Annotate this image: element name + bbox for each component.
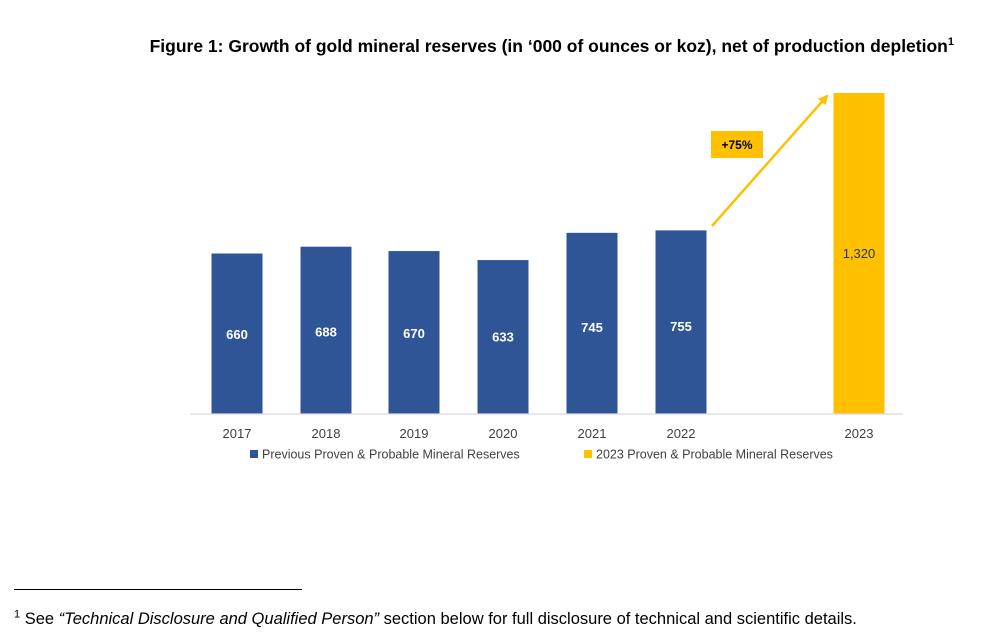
x-tick-labels-layer: 2017 2018 2019 2020 2021 2022 2023 xyxy=(223,426,874,441)
x-tick-label-2020: 2020 xyxy=(489,426,518,441)
x-tick-label-2021: 2021 xyxy=(578,426,607,441)
data-label-2023: 1,320 xyxy=(843,246,876,261)
footnote-prefix: See xyxy=(20,610,59,628)
bar-2018 xyxy=(300,246,352,414)
x-tick-label-2019: 2019 xyxy=(400,426,429,441)
bar-2020 xyxy=(477,260,529,414)
data-label-2020: 633 xyxy=(492,329,514,344)
footnote-divider xyxy=(14,589,302,590)
bar-2022 xyxy=(655,230,707,414)
footnote-emphasis: “Technical Disclosure and Qualified Pers… xyxy=(58,610,380,628)
figure-title-text: Figure 1: Growth of gold mineral reserve… xyxy=(149,36,948,56)
data-label-2018: 688 xyxy=(315,325,337,340)
bar-2019 xyxy=(388,251,440,414)
bars-layer xyxy=(211,93,885,414)
data-label-2021: 745 xyxy=(581,320,603,335)
growth-badge xyxy=(711,131,763,158)
x-tick-label-2017: 2017 xyxy=(223,426,252,441)
growth-badge-text: +75% xyxy=(721,138,752,152)
figure-title-superscript: 1 xyxy=(947,36,954,49)
legend-label-1: Previous Proven & Probable Mineral Reser… xyxy=(262,448,520,462)
footnote: 1 See “Technical Disclosure and Qualifie… xyxy=(14,608,857,629)
x-tick-label-2018: 2018 xyxy=(312,426,341,441)
figure-title: Figure 1: Growth of gold mineral reserve… xyxy=(0,36,954,57)
legend-swatch-2 xyxy=(584,450,592,458)
bar-2017 xyxy=(211,253,263,414)
legend: Previous Proven & Probable Mineral Reser… xyxy=(250,448,833,462)
x-tick-label-2022: 2022 xyxy=(667,426,696,441)
legend-swatch-1 xyxy=(250,450,258,458)
data-label-2019: 670 xyxy=(403,326,425,341)
bar-2021 xyxy=(566,232,618,414)
legend-label-2: 2023 Proven & Probable Mineral Reserves xyxy=(596,448,833,462)
growth-arrow xyxy=(711,94,829,227)
x-tick-label-2023: 2023 xyxy=(845,426,874,441)
footnote-suffix: section below for full disclosure of tec… xyxy=(379,610,857,628)
data-labels-layer: 660 688 670 633 745 755 1,320 xyxy=(226,246,875,344)
growth-annotation: +75% xyxy=(711,94,829,227)
footnote-marker: 1 xyxy=(14,608,21,621)
data-label-2017: 660 xyxy=(226,327,248,342)
data-label-2022: 755 xyxy=(670,319,692,334)
bar-2023 xyxy=(833,93,885,414)
